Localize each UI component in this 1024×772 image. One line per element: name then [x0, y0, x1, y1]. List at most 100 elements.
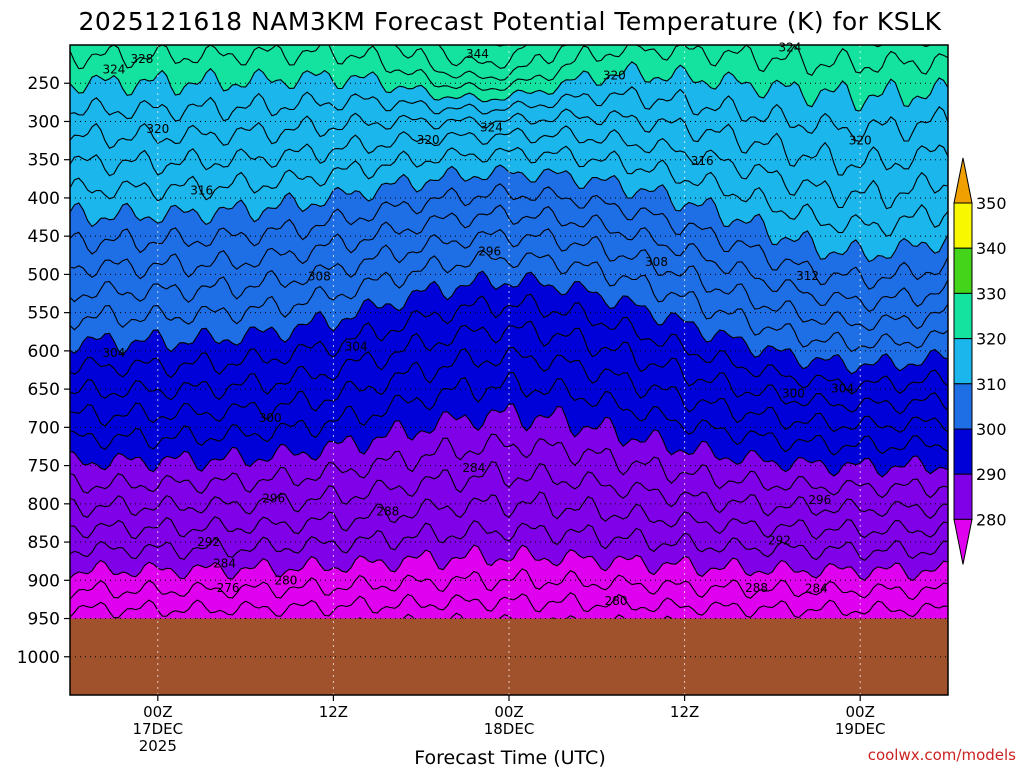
contour-label: 320 [417, 133, 440, 147]
y-tick-label: 850 [28, 533, 60, 553]
contour-label: 316 [691, 154, 714, 168]
contour-298 [69, 293, 949, 395]
colorbar-swatch-280 [953, 473, 973, 520]
colorbar-swatch-290 [953, 428, 973, 475]
contour-label: 304 [102, 346, 125, 360]
colorbar-swatch-310 [953, 338, 973, 385]
colorbar-label: 330 [976, 284, 1007, 303]
terrain-fill [70, 618, 948, 695]
colorbar-extension-low [953, 518, 973, 565]
contour-292 [69, 371, 949, 456]
contour-288 [69, 433, 949, 499]
y-tick-label: 550 [28, 304, 60, 324]
contour-label: 288 [745, 581, 768, 595]
colorbar-label: 300 [976, 420, 1007, 439]
contour-label: 324 [480, 121, 503, 135]
y-tick-label: 300 [28, 112, 60, 132]
colorbar-label: 320 [976, 330, 1007, 349]
colorbar-swatch-330 [953, 247, 973, 294]
y-tick-label: 600 [28, 342, 60, 362]
contour-322 [69, 44, 949, 91]
contour-label: 320 [146, 122, 169, 136]
contour-label: 324 [102, 62, 125, 76]
x-tick-label: 12Z [319, 703, 348, 721]
contour-312 [69, 145, 949, 237]
colorbar-label: 310 [976, 375, 1007, 394]
y-tick-label: 700 [28, 418, 60, 438]
credit-text: coolwx.com/models [868, 746, 1016, 764]
contour-label: 304 [831, 381, 854, 395]
contour-label: 284 [462, 461, 485, 475]
contour-320 [69, 61, 949, 112]
contour-label: 320 [849, 134, 872, 148]
contour-label: 312 [796, 269, 819, 283]
colorbar-extension-high [953, 157, 973, 204]
colorbar-label: 340 [976, 239, 1007, 258]
contour-label: 284 [213, 556, 236, 570]
colorbar: 350 340 330 320 310 300 290 280 [953, 157, 1007, 565]
y-tick-label: 900 [28, 571, 60, 591]
colorbar-label: 280 [976, 510, 1007, 529]
x-tick-label: 18DEC [484, 720, 535, 738]
contour-label: 320 [603, 69, 626, 83]
y-tick-label: 350 [28, 151, 60, 171]
contour-304 [69, 228, 949, 331]
contour-label: 324 [779, 40, 802, 54]
y-tick-label: 1000 [17, 648, 60, 668]
contour-294 [69, 346, 949, 433]
x-tick-label: 00Z [494, 703, 523, 721]
contour-306 [69, 204, 949, 313]
contour-label: 300 [259, 411, 282, 425]
contour-302 [69, 249, 949, 353]
contour-314 [69, 125, 949, 210]
contour-318 [69, 86, 949, 143]
contour-300 [69, 270, 949, 375]
contour-290 [69, 403, 949, 478]
chart-title: 2025121618 NAM3KM Forecast Potential Tem… [79, 7, 942, 36]
contour-label: 304 [345, 339, 368, 353]
contour-label: 280 [275, 573, 298, 587]
contour-label: 300 [782, 387, 805, 401]
y-tick-label: 250 [28, 74, 60, 94]
y-tick-label: 500 [28, 265, 60, 285]
contour-282 [69, 520, 949, 562]
contour-label: 284 [805, 582, 828, 596]
contour-label: 328 [131, 52, 154, 66]
x-axis-title: Forecast Time (UTC) [414, 747, 605, 768]
y-tick-label: 450 [28, 227, 60, 247]
x-tick-label: 00Z [846, 703, 875, 721]
x-tick-label: 19DEC [835, 720, 886, 738]
colorbar-swatch-320 [953, 292, 973, 340]
contour-label: 288 [376, 504, 399, 518]
contour-label: 308 [645, 255, 668, 269]
contour-label: 292 [768, 534, 791, 548]
contour-286 [69, 461, 949, 519]
colorbar-swatch-340 [953, 202, 973, 249]
x-tick-label: 00Z [143, 703, 172, 721]
contour-label: 280 [605, 594, 628, 608]
contour-296 [69, 320, 949, 415]
y-tick-label: 650 [28, 380, 60, 400]
y-tick-label: 800 [28, 495, 60, 515]
contour-labels: 328 324 344 324 320 320 324 320 316 320 316 296 308 3… [102, 40, 871, 608]
contour-label: 308 [308, 270, 331, 284]
contour-label: 316 [190, 183, 213, 197]
y-tick-label: 950 [28, 610, 60, 630]
contour-label: 296 [478, 244, 501, 258]
contour-label: 344 [466, 47, 489, 61]
y-tick-label: 750 [28, 457, 60, 477]
contour-label: 296 [808, 493, 831, 507]
x-tick-label: 17DEC [133, 720, 184, 738]
contour-label: 276 [217, 581, 240, 595]
y-axis: 250 300 350 400 450 500 550 600 650 700 750 800 850 9… [17, 74, 70, 668]
colorbar-label: 290 [976, 465, 1007, 484]
contour-284 [69, 491, 949, 540]
x-tick-label: 2025 [139, 737, 177, 755]
contour-label: 296 [262, 491, 285, 505]
x-tick-label: 12Z [670, 703, 699, 721]
grid-lines [70, 45, 948, 695]
contour-label: 292 [197, 535, 220, 549]
colorbar-label: 350 [976, 194, 1007, 213]
